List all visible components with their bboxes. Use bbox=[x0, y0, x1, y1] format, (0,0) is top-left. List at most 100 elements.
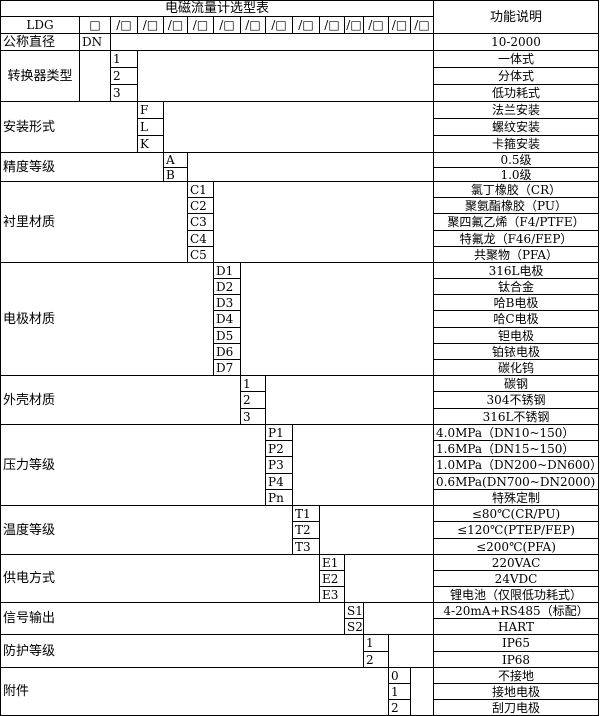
option-desc: 螺纹安装 bbox=[433, 118, 599, 136]
option-code: C2 bbox=[187, 197, 214, 214]
option-code: F bbox=[137, 101, 164, 119]
option-code: D5 bbox=[213, 327, 241, 344]
blank-cell bbox=[265, 375, 434, 425]
option-code: D4 bbox=[213, 310, 241, 328]
option-desc: 碳化钨 bbox=[433, 359, 599, 376]
option-desc: 316L不锈钢 bbox=[433, 408, 599, 425]
blank-cell bbox=[363, 602, 434, 635]
model-slot: /□ bbox=[292, 16, 320, 34]
blank-cell bbox=[319, 505, 434, 555]
option-code: 2 bbox=[388, 699, 411, 716]
option-desc: 钽电极 bbox=[433, 327, 599, 344]
blank-cell bbox=[79, 50, 111, 102]
option-desc: 碳钢 bbox=[433, 375, 599, 392]
option-code: P1 bbox=[265, 424, 293, 441]
table-title: 电磁流量计选型表 bbox=[0, 0, 434, 17]
option-desc: 1.0级 bbox=[433, 167, 599, 182]
group-label: 信号输出 bbox=[0, 602, 345, 635]
blank-cell bbox=[344, 554, 434, 603]
blank-cell bbox=[388, 634, 434, 668]
option-code: D1 bbox=[213, 262, 241, 279]
group-label: 精度等级 bbox=[0, 152, 164, 182]
model-slot: /□ bbox=[187, 16, 214, 34]
option-desc: 聚四氟乙烯（F4/PTFE） bbox=[433, 213, 599, 231]
option-desc: 0.5级 bbox=[433, 152, 599, 168]
option-desc: 1.6MPa（DN15~150） bbox=[433, 440, 599, 457]
blank-cell bbox=[137, 50, 434, 102]
option-code: C4 bbox=[187, 230, 214, 247]
option-code: T1 bbox=[292, 505, 320, 522]
option-code: 3 bbox=[240, 408, 266, 425]
option-code: E1 bbox=[319, 554, 345, 571]
blank-cell bbox=[187, 152, 434, 182]
option-desc: 不接地 bbox=[433, 667, 599, 684]
option-desc: 法兰安装 bbox=[433, 101, 599, 119]
option-desc: ≤200℃(PFA) bbox=[433, 538, 599, 555]
option-desc: HART bbox=[433, 618, 599, 635]
option-desc: 哈C电极 bbox=[433, 310, 599, 328]
option-code: K bbox=[137, 135, 164, 153]
group-label: 转换器类型 bbox=[0, 50, 80, 102]
model-slot: /□ bbox=[240, 16, 266, 34]
model-slot: /□ bbox=[265, 16, 293, 34]
option-code: E3 bbox=[319, 586, 345, 603]
option-code: 2 bbox=[240, 391, 266, 409]
option-code: D2 bbox=[213, 278, 241, 295]
blank-cell bbox=[163, 101, 434, 153]
option-code: A bbox=[163, 152, 188, 168]
group-label: 温度等级 bbox=[0, 505, 293, 555]
nominal-diameter-label: 公称直径 bbox=[0, 33, 80, 51]
option-code: 1 bbox=[363, 634, 389, 652]
model-slot: /□ bbox=[213, 16, 241, 34]
option-code: C3 bbox=[187, 213, 214, 231]
model-prefix: LDG bbox=[0, 16, 80, 34]
option-code: S1 bbox=[344, 602, 364, 619]
option-code: L bbox=[137, 118, 164, 136]
model-slot: /□ bbox=[163, 16, 188, 34]
option-code: D3 bbox=[213, 294, 241, 311]
group-label: 附件 bbox=[0, 667, 389, 716]
option-desc: 特氟龙（F46/FEP） bbox=[433, 230, 599, 247]
option-desc: 接地电极 bbox=[433, 683, 599, 700]
option-desc: 24VDC bbox=[433, 570, 599, 587]
option-desc: 铂铱电极 bbox=[433, 343, 599, 360]
option-code: 1 bbox=[388, 683, 411, 700]
option-desc: 卡箍安装 bbox=[433, 135, 599, 153]
option-desc: 聚氨酯橡胶（PU） bbox=[433, 197, 599, 214]
option-desc: 低功耗式 bbox=[433, 84, 599, 102]
group-label: 外壳材质 bbox=[0, 375, 241, 425]
option-code: C5 bbox=[187, 246, 214, 263]
blank-cell bbox=[292, 424, 434, 506]
option-desc: 4.0MPa（DN10~150） bbox=[433, 424, 599, 441]
blank-cell bbox=[240, 262, 434, 376]
blank-cell bbox=[410, 667, 434, 716]
option-desc: 1.0MPa（DN200~DN600） bbox=[433, 456, 599, 474]
option-desc: 316L电极 bbox=[433, 262, 599, 279]
option-desc: 0.6MPa(DN700~DN2000) bbox=[433, 473, 599, 490]
model-slot: □ bbox=[79, 16, 111, 34]
option-code: P3 bbox=[265, 456, 293, 474]
option-desc: 氯丁橡胶（CR） bbox=[433, 181, 599, 198]
description-header: 功能说明 bbox=[433, 0, 599, 34]
option-code: 2 bbox=[110, 67, 138, 85]
option-desc: 共聚物（PFA） bbox=[433, 246, 599, 263]
option-desc: ≤80℃(CR/PU) bbox=[433, 505, 599, 522]
model-slot: /□ bbox=[388, 16, 411, 34]
blank-cell bbox=[110, 33, 434, 51]
option-desc: 哈B电极 bbox=[433, 294, 599, 311]
option-code: P4 bbox=[265, 473, 293, 490]
option-code: 2 bbox=[363, 651, 389, 668]
option-code: P2 bbox=[265, 440, 293, 457]
group-label: 电极材质 bbox=[0, 262, 214, 376]
option-code: T3 bbox=[292, 538, 320, 555]
model-slot: /□ bbox=[410, 16, 434, 34]
nominal-diameter-desc: 10-2000 bbox=[433, 33, 599, 51]
option-desc: 锂电池（仅限低功耗式） bbox=[433, 586, 599, 603]
option-code: 1 bbox=[110, 50, 138, 68]
option-code: Pn bbox=[265, 489, 293, 506]
option-desc: 4-20mA+RS485（标配） bbox=[433, 602, 599, 619]
option-code: 1 bbox=[240, 375, 266, 392]
option-code: B bbox=[163, 167, 188, 182]
model-slot: /□ bbox=[363, 16, 389, 34]
